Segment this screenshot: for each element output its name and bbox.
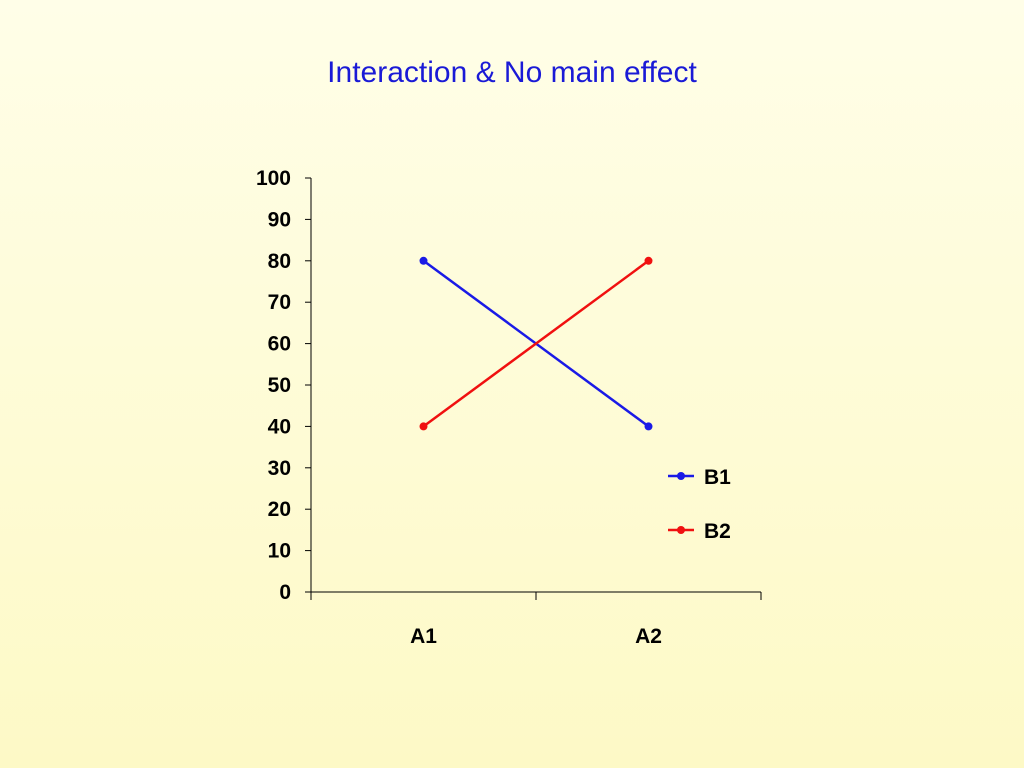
y-tick-label: 30 xyxy=(268,457,291,480)
y-tick-label: 10 xyxy=(268,540,291,563)
y-tick-label: 50 xyxy=(268,374,291,397)
y-tick-label: 100 xyxy=(256,167,291,190)
data-point-b2 xyxy=(644,256,653,265)
y-tick-label: 20 xyxy=(268,498,291,521)
data-point-b1 xyxy=(419,256,428,265)
series-line-b2 xyxy=(422,259,650,428)
y-tick-label: 70 xyxy=(268,291,291,314)
x-tick-label: A2 xyxy=(635,625,662,648)
y-tick-label: 60 xyxy=(268,333,291,356)
y-tick-label: 90 xyxy=(268,208,291,231)
y-tick-label: 0 xyxy=(279,581,291,604)
chart-legend: B1 B2 xyxy=(668,466,731,543)
y-tick-label: 40 xyxy=(268,415,291,438)
data-point-b2 xyxy=(419,422,428,431)
legend-label-b2: B2 xyxy=(704,520,731,543)
chart-axes: 0 10 20 30 40 50 60 70 80 90 100 A1 A2 xyxy=(256,167,762,648)
data-point-b1 xyxy=(644,422,653,431)
legend-label-b1: B1 xyxy=(704,466,731,489)
legend-marker-b1 xyxy=(677,472,685,480)
x-tick-label: A1 xyxy=(410,625,437,648)
chart-title: Interaction & No main effect xyxy=(327,56,697,89)
chart-series xyxy=(419,256,653,431)
y-tick-label: 80 xyxy=(268,250,291,273)
legend-marker-b2 xyxy=(677,526,685,534)
